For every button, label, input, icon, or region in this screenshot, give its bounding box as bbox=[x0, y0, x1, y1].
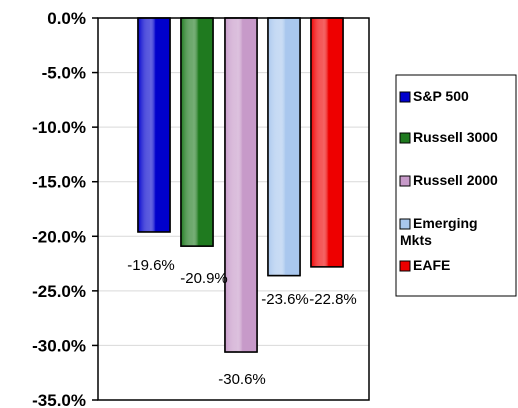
legend-label: Russell 2000 bbox=[413, 172, 498, 188]
legend-box bbox=[395, 74, 517, 297]
legend-label: Russell 3000 bbox=[413, 129, 498, 145]
data-labels: -19.6% -20.9% -30.6% -23.6% -22.8% bbox=[127, 257, 357, 388]
legend-label: EAFE bbox=[413, 257, 450, 273]
legend-swatch bbox=[399, 132, 411, 144]
y-axis: 0.0% -5.0% -10.0% -15.0% -20.0% -25.0% -30.0% -… bbox=[32, 9, 98, 408]
data-label: -19.6% bbox=[127, 257, 175, 274]
y-tick-label: -25.0% bbox=[32, 282, 86, 301]
legend-swatch bbox=[399, 91, 411, 103]
y-tick-label: -10.0% bbox=[32, 118, 86, 137]
bar-shading bbox=[137, 17, 171, 233]
bar-shading bbox=[267, 17, 301, 277]
legend-swatch bbox=[399, 260, 411, 272]
data-label: -30.6% bbox=[218, 371, 266, 388]
plot-frame bbox=[97, 17, 370, 401]
y-tick-label: -15.0% bbox=[32, 173, 86, 192]
bar-shading bbox=[224, 17, 258, 353]
data-label: -23.6% bbox=[261, 291, 309, 308]
data-label: -20.9% bbox=[180, 270, 228, 287]
y-tick-label: 0.0% bbox=[47, 9, 86, 28]
y-tick-label: -20.0% bbox=[32, 227, 86, 246]
legend-swatch bbox=[399, 218, 411, 230]
data-label: -22.8% bbox=[309, 291, 357, 308]
y-tick-label: -5.0% bbox=[42, 64, 86, 83]
legend: S&P 500 Russell 3000 Russell 2000 Emerging M… bbox=[395, 74, 517, 297]
bar-shading bbox=[180, 17, 214, 247]
y-tick-label: -30.0% bbox=[32, 336, 86, 355]
legend-swatch bbox=[399, 175, 411, 187]
bar-shading bbox=[310, 17, 344, 268]
y-tick-label: -35.0% bbox=[32, 391, 86, 408]
legend-label: S&P 500 bbox=[413, 88, 469, 104]
legend-label: Emerging Mkts bbox=[400, 215, 478, 248]
